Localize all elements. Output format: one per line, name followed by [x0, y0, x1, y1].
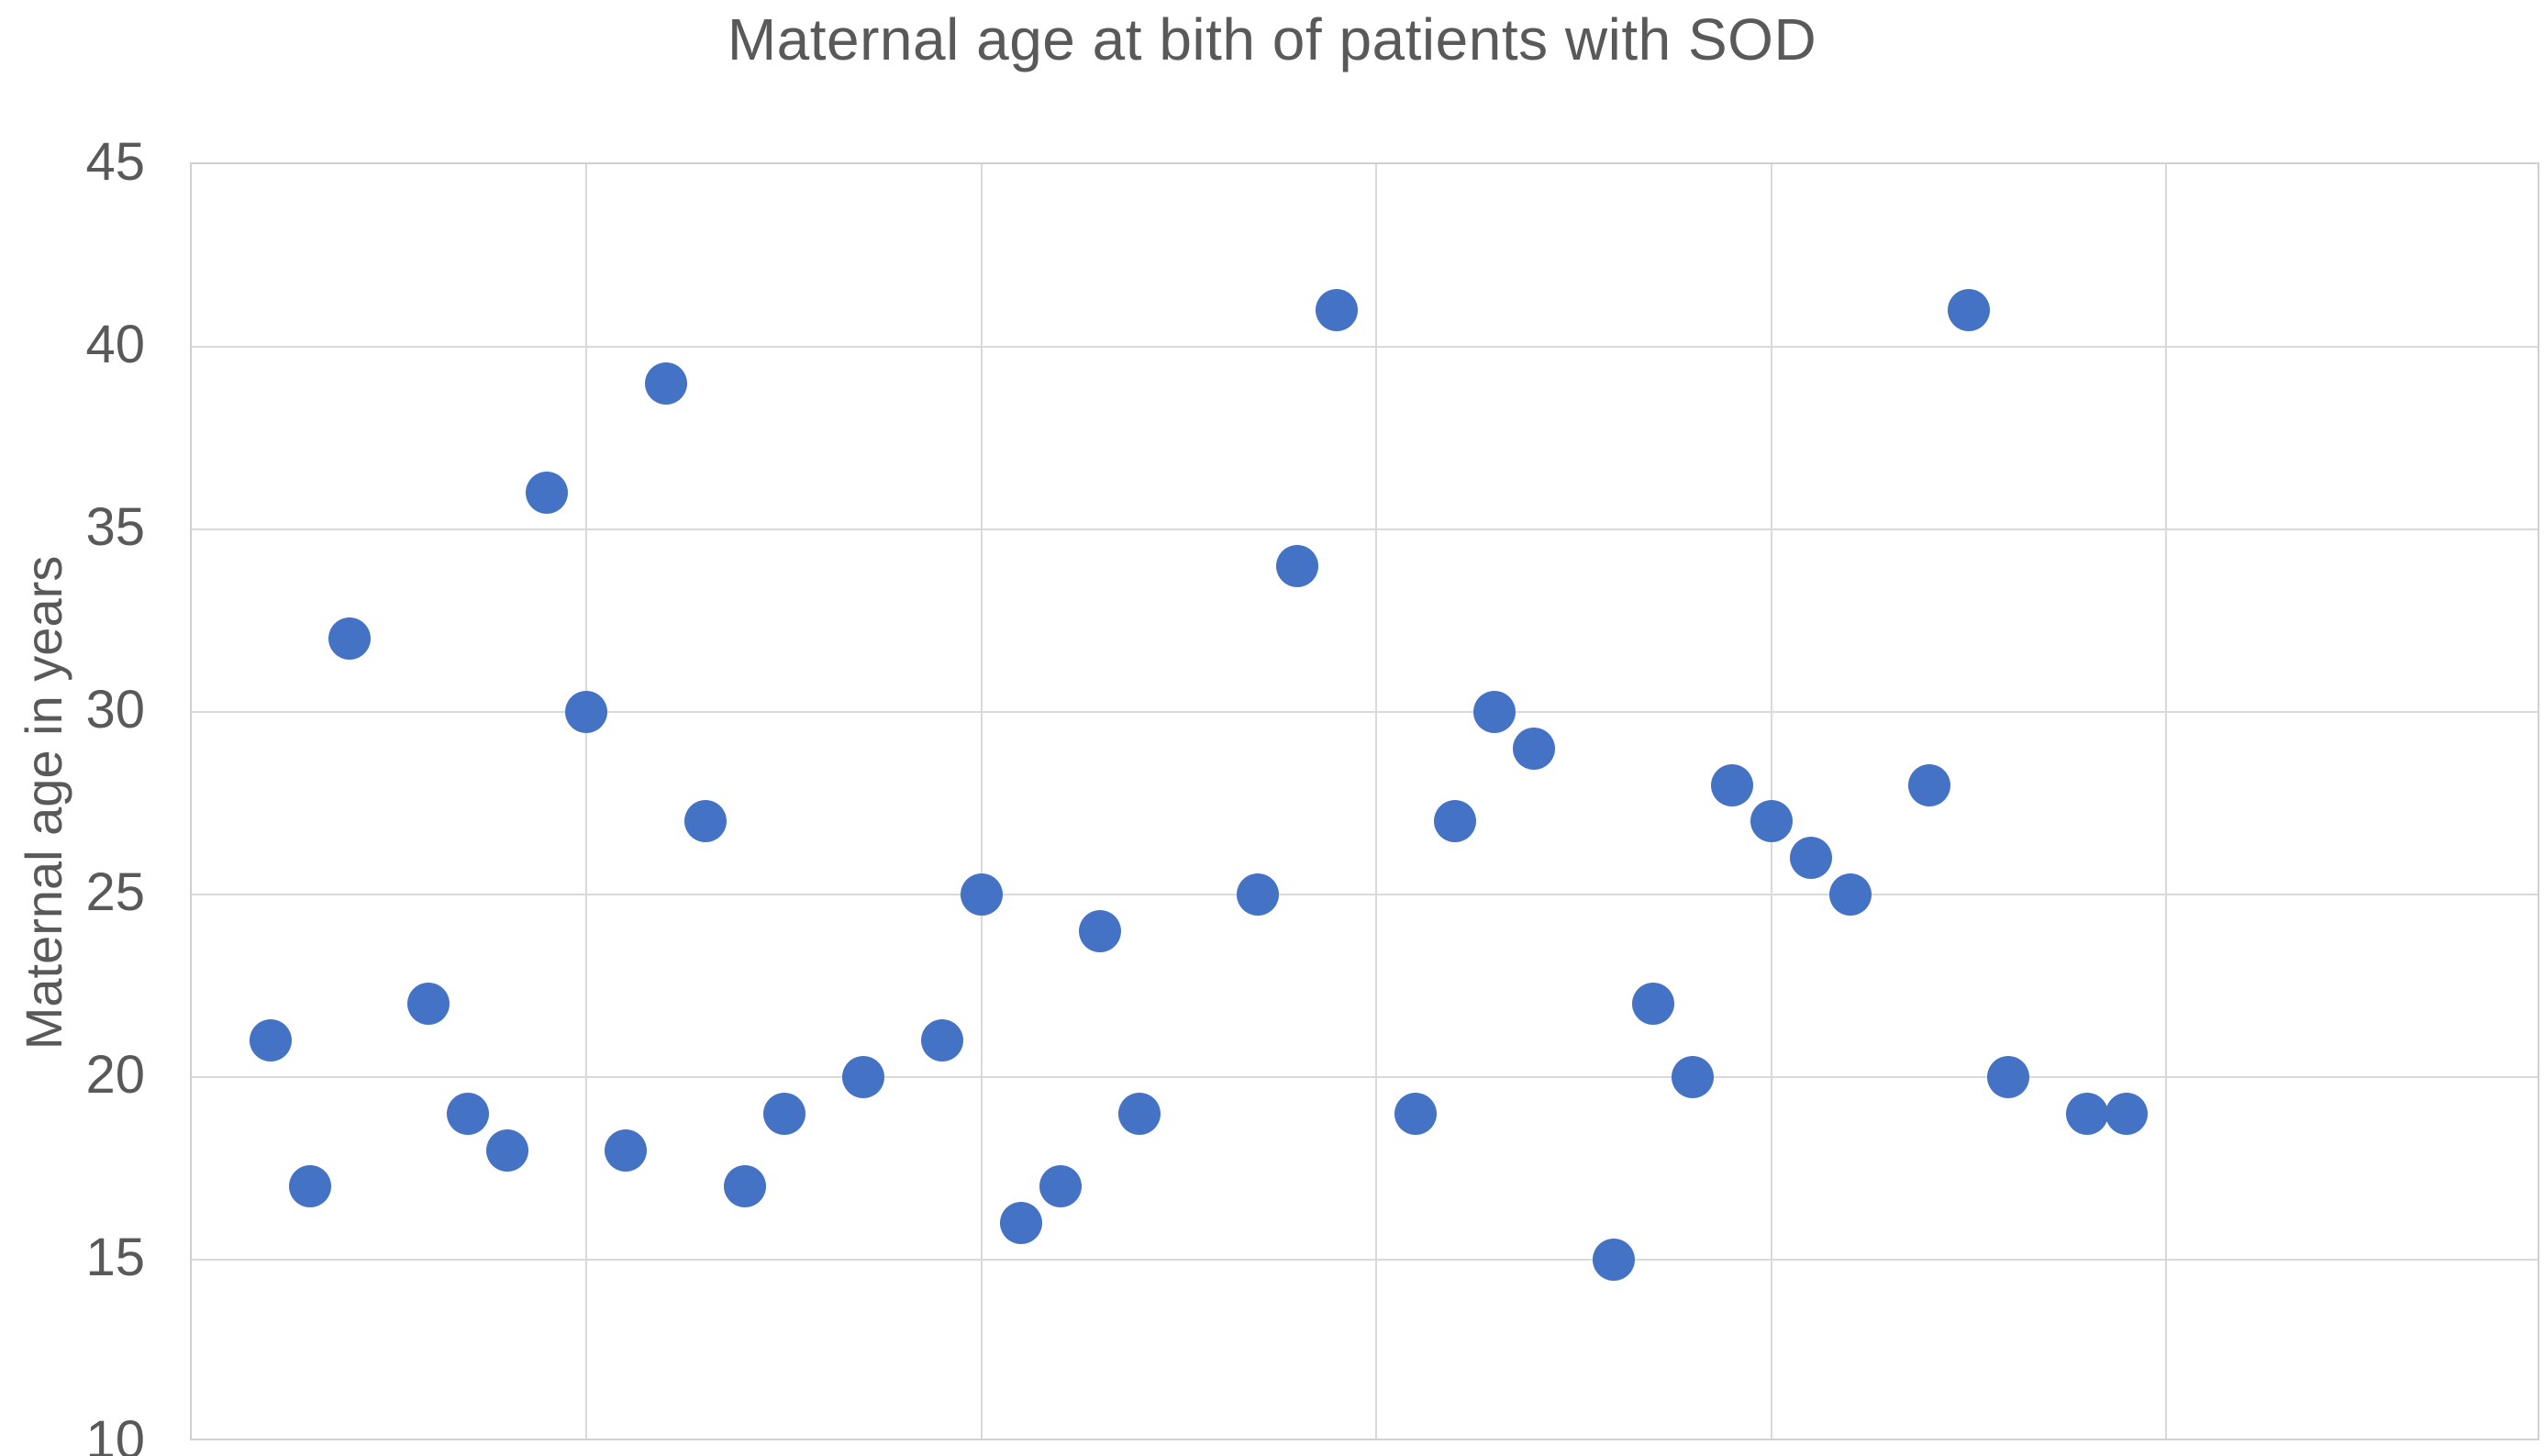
- h-gridline: [192, 346, 2538, 348]
- data-point: [723, 1165, 766, 1208]
- h-gridline: [192, 528, 2538, 530]
- data-point: [841, 1056, 884, 1098]
- data-point: [1710, 763, 1753, 806]
- data-point: [999, 1202, 1042, 1245]
- data-point: [1276, 544, 1319, 587]
- v-gridline: [585, 164, 588, 1439]
- data-point: [1434, 800, 1477, 843]
- data-point: [1237, 873, 1280, 916]
- y-tick-label: 20: [85, 1045, 145, 1105]
- data-point: [1039, 1165, 1082, 1208]
- y-tick-label: 40: [85, 315, 145, 374]
- data-point: [1671, 1056, 1714, 1098]
- data-point: [1631, 983, 1674, 1026]
- h-gridline: [192, 711, 2538, 713]
- data-point: [920, 1019, 963, 1062]
- data-point: [565, 691, 608, 733]
- v-gridline: [980, 164, 983, 1439]
- data-point: [1907, 763, 1950, 806]
- data-point: [960, 873, 1003, 916]
- data-point: [2105, 1092, 2149, 1135]
- data-point: [1078, 909, 1121, 952]
- data-point: [1789, 837, 1832, 880]
- y-tick-label: 25: [85, 862, 145, 922]
- data-point: [2066, 1092, 2109, 1135]
- data-point: [486, 1128, 529, 1172]
- data-point: [289, 1165, 332, 1208]
- data-point: [1473, 691, 1516, 733]
- data-point: [1986, 1056, 2029, 1098]
- data-point: [1592, 1239, 1635, 1281]
- y-axis-title: Maternal age in years: [15, 555, 72, 1050]
- y-tick-label: 15: [85, 1228, 145, 1287]
- data-point: [1316, 289, 1359, 332]
- h-gridline: [192, 894, 2538, 895]
- data-point: [407, 983, 450, 1026]
- y-tick-label: 30: [85, 680, 145, 739]
- v-gridline: [1375, 164, 1378, 1439]
- data-point: [1947, 289, 1990, 332]
- data-point: [250, 1019, 293, 1062]
- y-tick-label: 35: [85, 497, 145, 557]
- h-gridline: [192, 1259, 2538, 1261]
- data-point: [447, 1092, 490, 1135]
- y-tick-label: 45: [85, 132, 145, 192]
- data-point: [328, 617, 372, 661]
- v-gridline: [2165, 164, 2168, 1439]
- y-tick-label: 10: [85, 1410, 145, 1456]
- data-point: [605, 1128, 648, 1172]
- data-point: [526, 472, 569, 515]
- plot-area: [190, 162, 2539, 1440]
- data-point: [1513, 727, 1556, 770]
- data-point: [1118, 1092, 1161, 1135]
- data-point: [644, 361, 687, 405]
- chart-title: Maternal age at bith of patients with SO…: [727, 6, 1817, 72]
- data-point: [762, 1092, 805, 1135]
- data-point: [1750, 800, 1793, 843]
- h-gridline: [192, 1076, 2538, 1078]
- data-point: [1394, 1092, 1438, 1135]
- data-point: [683, 800, 727, 843]
- data-point: [1828, 873, 1872, 916]
